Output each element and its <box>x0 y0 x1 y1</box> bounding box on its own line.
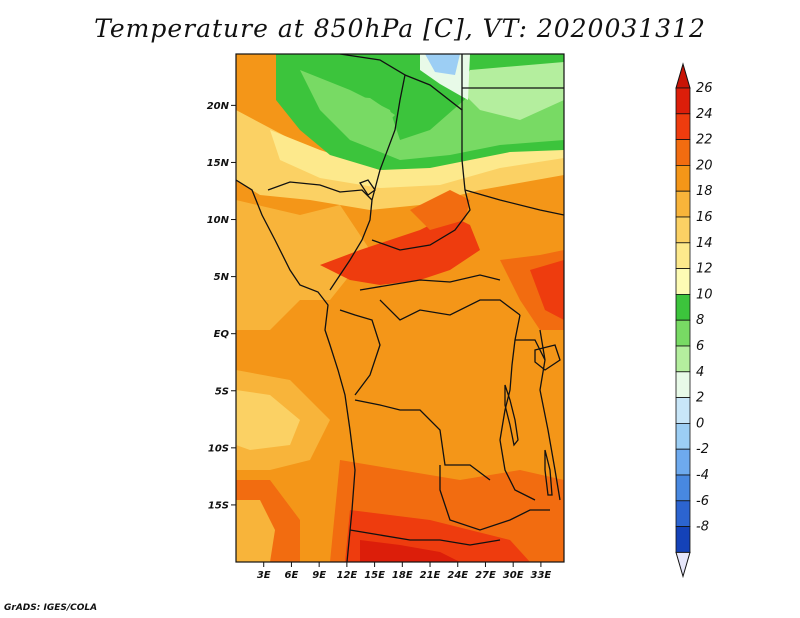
colorbar-label: 24 <box>696 107 713 122</box>
colorbar-label: 14 <box>696 236 713 251</box>
border-uganda <box>515 339 546 361</box>
field-18-20-west <box>236 200 370 330</box>
colorbar-label: 18 <box>696 184 713 199</box>
colorbar-segment <box>675 242 691 270</box>
border-congo <box>339 309 381 396</box>
lake-victoria <box>534 344 561 371</box>
lat-tick-label: 15S <box>208 500 229 511</box>
colorbar-label: 4 <box>696 365 704 380</box>
colorbar-segment <box>675 87 691 115</box>
border-namibia <box>349 529 501 546</box>
colorbar-segment <box>675 500 691 527</box>
field-18-20-coast <box>236 500 275 562</box>
colorbar-segment <box>675 526 691 553</box>
colorbar-label: -6 <box>696 494 709 509</box>
colorbar-segment <box>675 422 691 450</box>
border-drc-north <box>379 299 521 321</box>
country-borders <box>236 54 564 562</box>
lon-tick-label: 27E <box>475 570 496 581</box>
field-22-24-center <box>410 190 470 230</box>
border-car-south <box>359 274 501 291</box>
colorbar-segment <box>675 397 691 424</box>
colorbar-segment <box>675 319 691 347</box>
lake-tanganyika <box>504 384 519 447</box>
field-24-26-east <box>530 260 564 320</box>
colorbar-label: 22 <box>696 133 713 148</box>
border-kenya <box>539 329 561 501</box>
lon-tick-label: 6E <box>285 570 299 581</box>
colorbar-label: 6 <box>696 339 704 354</box>
colorbar-segment <box>675 293 691 321</box>
lat-tick-label: 15N <box>207 158 230 169</box>
latitude-axis: 20N 15N 10N 5N EQ 5S 10S 15S <box>207 101 236 511</box>
colorbar-label: 12 <box>696 262 713 277</box>
colorbar-segment <box>675 190 691 218</box>
colorbar-segment <box>675 113 691 141</box>
colorbar-label: -8 <box>696 520 709 535</box>
border-nigeria-cameroon <box>329 199 373 291</box>
border-drc-angola <box>354 399 491 481</box>
lon-tick-label: 15E <box>364 570 385 581</box>
colorbar-label: 16 <box>696 210 713 225</box>
field-26-plus-south <box>360 540 460 562</box>
colorbar-segment <box>675 139 691 166</box>
colorbar-bottom-arrow <box>675 551 691 579</box>
lat-tick-label: 10N <box>207 215 230 226</box>
lat-tick-label: 10S <box>208 443 229 454</box>
lat-tick-label: EQ <box>214 329 230 340</box>
lon-tick-label: 21E <box>420 570 441 581</box>
field-2-4-sahara <box>425 54 460 75</box>
lon-tick-label: 9E <box>312 570 326 581</box>
map-frame <box>235 53 565 563</box>
lon-tick-label: 30E <box>503 570 524 581</box>
lon-tick-label: 12E <box>336 570 357 581</box>
lon-tick-label: 18E <box>392 570 413 581</box>
colorbar-segment <box>675 345 691 373</box>
colorbar-segment <box>675 216 691 244</box>
colorbar-label: 0 <box>696 416 704 431</box>
colorbar-segment <box>675 371 691 398</box>
temperature-field <box>236 54 564 562</box>
lat-tick-label: 5N <box>214 272 230 283</box>
colorbar-segment <box>675 164 691 192</box>
longitude-axis: 3E 6E 9E 12E 15E 18E 21E 24E 27E 30E 33E <box>257 562 552 581</box>
colorbar-segment <box>675 268 691 295</box>
border-nigeria-north <box>267 181 373 201</box>
lat-tick-label: 20N <box>207 101 230 112</box>
field-8-10-west <box>330 95 395 130</box>
lat-tick-label: 5S <box>215 386 229 397</box>
colorbar-segment <box>675 474 691 502</box>
lake-chad <box>359 179 376 196</box>
lon-tick-label: 3E <box>257 570 271 581</box>
colorbar-label: 2 <box>696 391 704 406</box>
border-chad-sudan <box>339 54 406 201</box>
lon-tick-label: 24E <box>447 570 468 581</box>
colorbar-label: 10 <box>696 287 713 302</box>
border-sudan-east <box>464 189 564 216</box>
lon-tick-label: 33E <box>531 570 552 581</box>
colorbar-top-arrow <box>675 62 691 89</box>
lake-malawi <box>544 449 553 496</box>
border-great-lakes <box>499 314 536 501</box>
chart-title: Temperature at 850hPa [C], VT: 202003131… <box>94 14 706 43</box>
field-6-8-sahara <box>460 62 564 120</box>
colorbar-segment <box>675 448 691 476</box>
colorbar-label: 20 <box>696 158 713 173</box>
field-16-18-southwest <box>236 390 300 450</box>
colorbar-label: -2 <box>696 442 709 457</box>
colorbar-label: 8 <box>696 313 704 328</box>
field-14-16-north <box>270 130 564 188</box>
colorbar-label: 26 <box>696 81 713 96</box>
border-west-coast <box>236 179 356 562</box>
border-chad-car <box>371 189 471 251</box>
colorbar-label: -4 <box>696 468 709 483</box>
credit-label: GrADS: IGES/COLA <box>4 603 98 613</box>
border-zambia <box>439 465 550 531</box>
